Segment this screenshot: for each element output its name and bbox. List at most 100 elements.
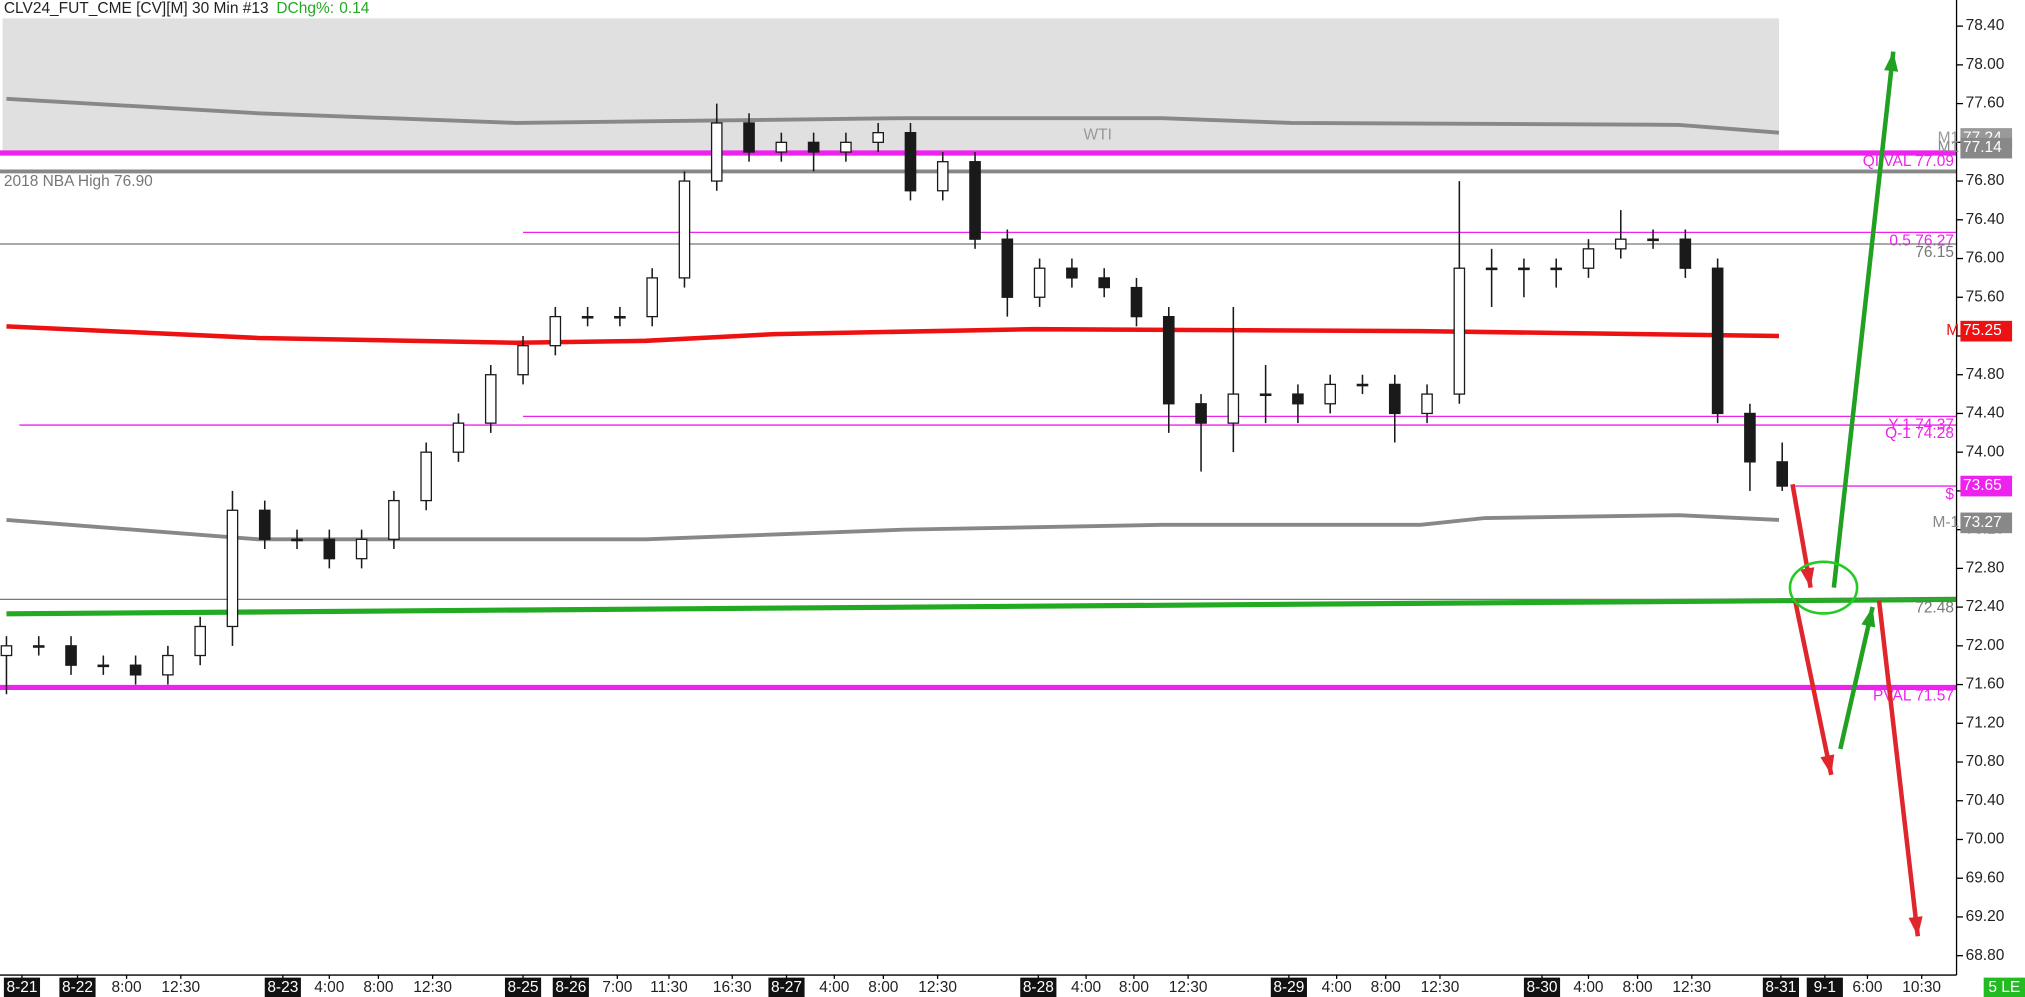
- candle-body: [291, 538, 303, 542]
- date-box: [1523, 977, 1561, 997]
- candle-body: [1130, 286, 1143, 318]
- price-tag: [1960, 512, 2013, 534]
- y-tick-label: 78.00: [1966, 56, 2005, 73]
- x-tick-label: 12:30: [1672, 979, 1711, 996]
- candle-body: [840, 141, 852, 153]
- y-tick-label: 70.40: [1966, 792, 2005, 809]
- candle-body: [872, 132, 885, 143]
- candle-body: [807, 141, 820, 153]
- candle-body: [1259, 393, 1272, 397]
- arrow-head: [1820, 754, 1835, 775]
- y-tick-label: 76.80: [1966, 172, 2005, 189]
- candle-body: [1066, 267, 1078, 279]
- x-tick-label: 8-27: [771, 979, 802, 996]
- candle-body: [0, 645, 13, 657]
- annotation-circle: [1788, 560, 1859, 615]
- level-label: 2018 NBA High 76.90: [4, 173, 153, 190]
- annotation-arrow: [1838, 606, 1875, 750]
- x-tick-label: 8-29: [1273, 979, 1304, 996]
- y-tick-label: 68.80: [1966, 947, 2005, 964]
- candle-body: [420, 451, 432, 502]
- candle-body: [1195, 403, 1207, 424]
- price-tag-name: M: [1946, 322, 1959, 339]
- x-tick-label: 8:00: [1371, 979, 1401, 996]
- x-tick-label: 9-1: [1814, 979, 1836, 996]
- candle-body: [323, 538, 336, 560]
- candle-body: [484, 374, 497, 424]
- candle-body: [1324, 383, 1337, 405]
- x-tick-label: 8-26: [555, 979, 586, 996]
- price-tag-label: 73.65: [1963, 477, 2002, 494]
- title-main: CLV24_FUT_CME [CV][M] 30 Min #13: [4, 0, 269, 17]
- price-tag-label: 73.27: [1963, 514, 2002, 531]
- candle-body: [97, 664, 110, 668]
- candle-body: [969, 161, 981, 240]
- level-label: PVAL 71.57: [1873, 688, 1954, 705]
- candle-body: [1227, 393, 1240, 424]
- candle-body: [1711, 267, 1724, 415]
- candle-body: [1518, 267, 1530, 271]
- x-axis-bg: [0, 975, 2025, 997]
- x-tick-label: 12:30: [1421, 979, 1460, 996]
- x-tick-label: 4:00: [1322, 979, 1352, 996]
- date-box: [264, 977, 301, 997]
- y-tick-label: 77.60: [1966, 95, 2005, 112]
- y-tick-label: 74.00: [1966, 443, 2005, 460]
- x-tick-label: 8-21: [6, 979, 37, 996]
- curve: [6, 324, 1780, 346]
- level-label: 72.48: [1915, 599, 1954, 616]
- curve: [6, 513, 1780, 542]
- price-tag-label: 75.25: [1963, 322, 2002, 339]
- candle-body: [1356, 383, 1369, 387]
- candle-body: [129, 664, 142, 676]
- price-tag-name: M1: [1938, 139, 1960, 156]
- annotation-arrow: [1792, 600, 1834, 776]
- date-box: [1806, 977, 1843, 997]
- y-tick-label: 72.40: [1966, 598, 2005, 615]
- date-box: [3, 977, 41, 997]
- candle-body: [1485, 267, 1498, 271]
- candle-body: [65, 645, 77, 666]
- y-tick-label: 69.20: [1966, 908, 2005, 925]
- candle-body: [355, 538, 368, 560]
- arrow-head: [1908, 916, 1923, 937]
- price-tag-name: M-1: [1932, 514, 1959, 531]
- candle-body: [936, 161, 949, 192]
- date-box: [1270, 977, 1307, 997]
- candle-body: [646, 277, 658, 318]
- candle-body: [388, 499, 400, 540]
- candle-body: [1421, 393, 1433, 415]
- y-tick-label: 76.00: [1966, 250, 2005, 267]
- candle-body: [549, 315, 562, 347]
- candle-body: [452, 422, 465, 453]
- axis-bg: [1956, 0, 2025, 997]
- corner-tag: 5 LE: [1988, 979, 2020, 996]
- price-tag-label: 77.14: [1963, 139, 2002, 156]
- candle-body: [1582, 248, 1595, 269]
- candle-body: [710, 122, 723, 182]
- x-tick-label: 4:00: [819, 979, 849, 996]
- candle-body: [775, 141, 788, 153]
- candle-body: [743, 122, 755, 153]
- x-tick-label: 8:00: [868, 979, 898, 996]
- y-tick-label: 74.80: [1966, 366, 2005, 383]
- candle-body: [517, 345, 529, 376]
- curve: [6, 596, 1957, 617]
- arrow-head: [1800, 567, 1815, 588]
- x-tick-label: 4:00: [1573, 979, 1603, 996]
- date-box: [768, 977, 805, 997]
- candle-body: [1776, 461, 1789, 487]
- y-tick-label: 71.60: [1966, 676, 2005, 693]
- candle-body: [1647, 238, 1659, 242]
- x-tick-label: 12:30: [1169, 979, 1208, 996]
- x-tick-label: 8-23: [267, 979, 298, 996]
- candle-body: [1388, 383, 1401, 415]
- annotation-arrow: [1876, 600, 1921, 937]
- y-tick-label: 75.60: [1966, 288, 2005, 305]
- candle-body: [258, 509, 271, 540]
- x-tick-label: 12:30: [918, 979, 957, 996]
- x-tick-label: 8-30: [1526, 979, 1557, 996]
- change-value: 0.14: [339, 0, 370, 17]
